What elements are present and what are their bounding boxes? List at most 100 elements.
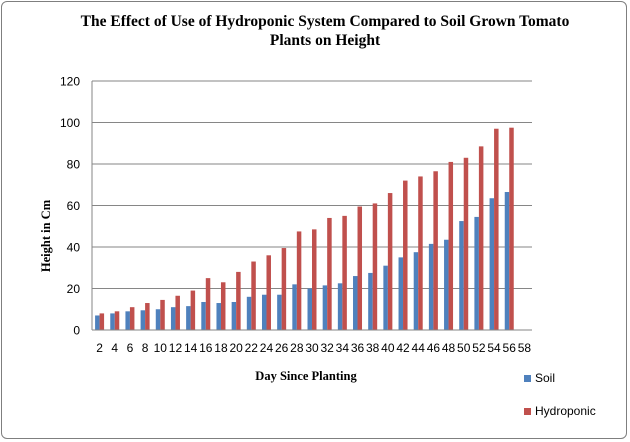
bar-soil-38: [368, 272, 373, 330]
x-tick-label: 44: [412, 341, 426, 355]
x-tick-label: 52: [472, 341, 486, 355]
bar-hydroponic-18: [220, 282, 226, 330]
y-tick-label: 20: [67, 282, 81, 296]
y-tick-label: 60: [67, 199, 81, 213]
x-tick-label: 50: [457, 341, 471, 355]
bar-soil-36: [353, 276, 358, 330]
legend-label-hydroponic: Hydroponic: [535, 404, 596, 418]
y-tick-label: 80: [67, 158, 81, 172]
y-tick-label: 120: [60, 75, 80, 89]
bar-soil-6: [125, 311, 130, 330]
x-tick-label: 36: [351, 341, 365, 355]
bar-hydroponic-16: [205, 278, 211, 330]
bar-soil-32: [322, 285, 328, 330]
legend-swatch-soil: [524, 375, 531, 382]
x-tick-label: 14: [184, 341, 198, 355]
legend: Soil Hydroponic: [524, 371, 596, 418]
bar-soil-30: [307, 288, 312, 330]
bar-soil-28: [292, 284, 297, 330]
bar-hydroponic-46: [433, 171, 438, 330]
bar-hydroponic-36: [357, 206, 363, 330]
bar-hydroponic-12: [175, 295, 180, 330]
y-tick-labels: 0 20 40 60 80 100 120: [60, 75, 80, 338]
legend-label-soil: Soil: [535, 371, 555, 385]
bar-hydroponic-22: [251, 261, 256, 330]
bar-hydroponic-42: [403, 180, 408, 330]
x-tick-label: 46: [427, 341, 441, 355]
bar-hydroponic-14: [190, 290, 196, 330]
chart-title-line-1: The Effect of Use of Hydroponic System C…: [80, 13, 570, 30]
bar-soil-42: [398, 257, 404, 330]
chart-title-line-2: Plants on Height: [269, 32, 381, 49]
bar-hydroponic-24: [266, 255, 271, 330]
x-tick-label: 4: [111, 341, 118, 355]
bar-soil-46: [428, 243, 434, 330]
bar-hydroponic-2: [99, 313, 105, 330]
x-tick-label: 58: [518, 341, 532, 355]
y-tick-label: 100: [60, 116, 80, 130]
x-tick-label: 10: [154, 341, 168, 355]
x-tick-label: 28: [290, 341, 304, 355]
x-tick-label: 16: [199, 341, 213, 355]
bar-soil-56: [504, 192, 510, 330]
y-tick-label: 40: [67, 241, 81, 255]
bar-hydroponic-38: [372, 203, 378, 330]
bar-soil-14: [186, 306, 191, 330]
x-tick-label: 34: [336, 341, 350, 355]
bar-soil-4: [110, 313, 115, 330]
bar-soil-34: [337, 283, 343, 330]
x-tick-label: 6: [127, 341, 134, 355]
bar-hydroponic-8: [145, 303, 150, 330]
x-tick-label: 12: [169, 341, 183, 355]
bar-hydroponic-50: [463, 157, 469, 330]
x-tick-labels: 2 4 6 8 10 12 14 16 18 20 22 24 26 28 30 32 34 36 38 40 42 44…: [96, 341, 531, 355]
x-tick-label: 54: [487, 341, 501, 355]
x-tick-label: 48: [442, 341, 456, 355]
bar-soil-48: [444, 239, 449, 330]
x-tick-label: 40: [381, 341, 395, 355]
bar-soil-20: [231, 301, 237, 330]
x-tick-label: 42: [396, 341, 410, 355]
bar-soil-22: [246, 296, 252, 330]
bar-soil-40: [383, 265, 388, 330]
bar-hydroponic-6: [129, 307, 135, 330]
bar-hydroponic-20: [236, 271, 241, 330]
bar-soil-10: [155, 309, 161, 330]
chart-title: The Effect of Use of Hydroponic System C…: [40, 12, 610, 50]
x-tick-label: 8: [142, 341, 149, 355]
bar-soil-2: [95, 315, 100, 330]
bar-hydroponic-32: [327, 217, 332, 330]
bar-soil-26: [277, 294, 282, 330]
bar-soil-16: [201, 301, 206, 330]
bar-hydroponic-52: [478, 146, 484, 330]
bar-hydroponic-34: [342, 215, 347, 330]
bar-hydroponic-48: [448, 161, 454, 330]
bar-soil-44: [413, 252, 419, 330]
bar-hydroponic-4: [114, 311, 120, 330]
bars: [95, 127, 514, 330]
bar-soil-18: [216, 303, 221, 330]
x-tick-label: 32: [320, 341, 334, 355]
x-tick-label: 2: [96, 341, 103, 355]
x-axis-label: Day Since Planting: [255, 369, 357, 383]
bar-hydroponic-28: [296, 231, 302, 330]
bar-soil-8: [140, 310, 146, 330]
bar-hydroponic-40: [387, 193, 393, 330]
bar-soil-24: [261, 294, 267, 330]
y-tick-label: 0: [73, 324, 80, 338]
x-tick-label: 24: [260, 341, 274, 355]
x-tick-label: 26: [275, 341, 289, 355]
x-tick-label: 20: [229, 341, 243, 355]
x-tick-label: 22: [245, 341, 259, 355]
x-tick-label: 38: [366, 341, 380, 355]
bar-hydroponic-54: [494, 128, 499, 330]
bar-hydroponic-30: [312, 229, 317, 330]
bar-soil-12: [170, 307, 176, 330]
x-tick-label: 30: [305, 341, 319, 355]
bar-soil-52: [474, 216, 479, 330]
gridlines: [92, 80, 532, 289]
bar-hydroponic-26: [281, 248, 287, 330]
bar-hydroponic-56: [509, 127, 514, 330]
